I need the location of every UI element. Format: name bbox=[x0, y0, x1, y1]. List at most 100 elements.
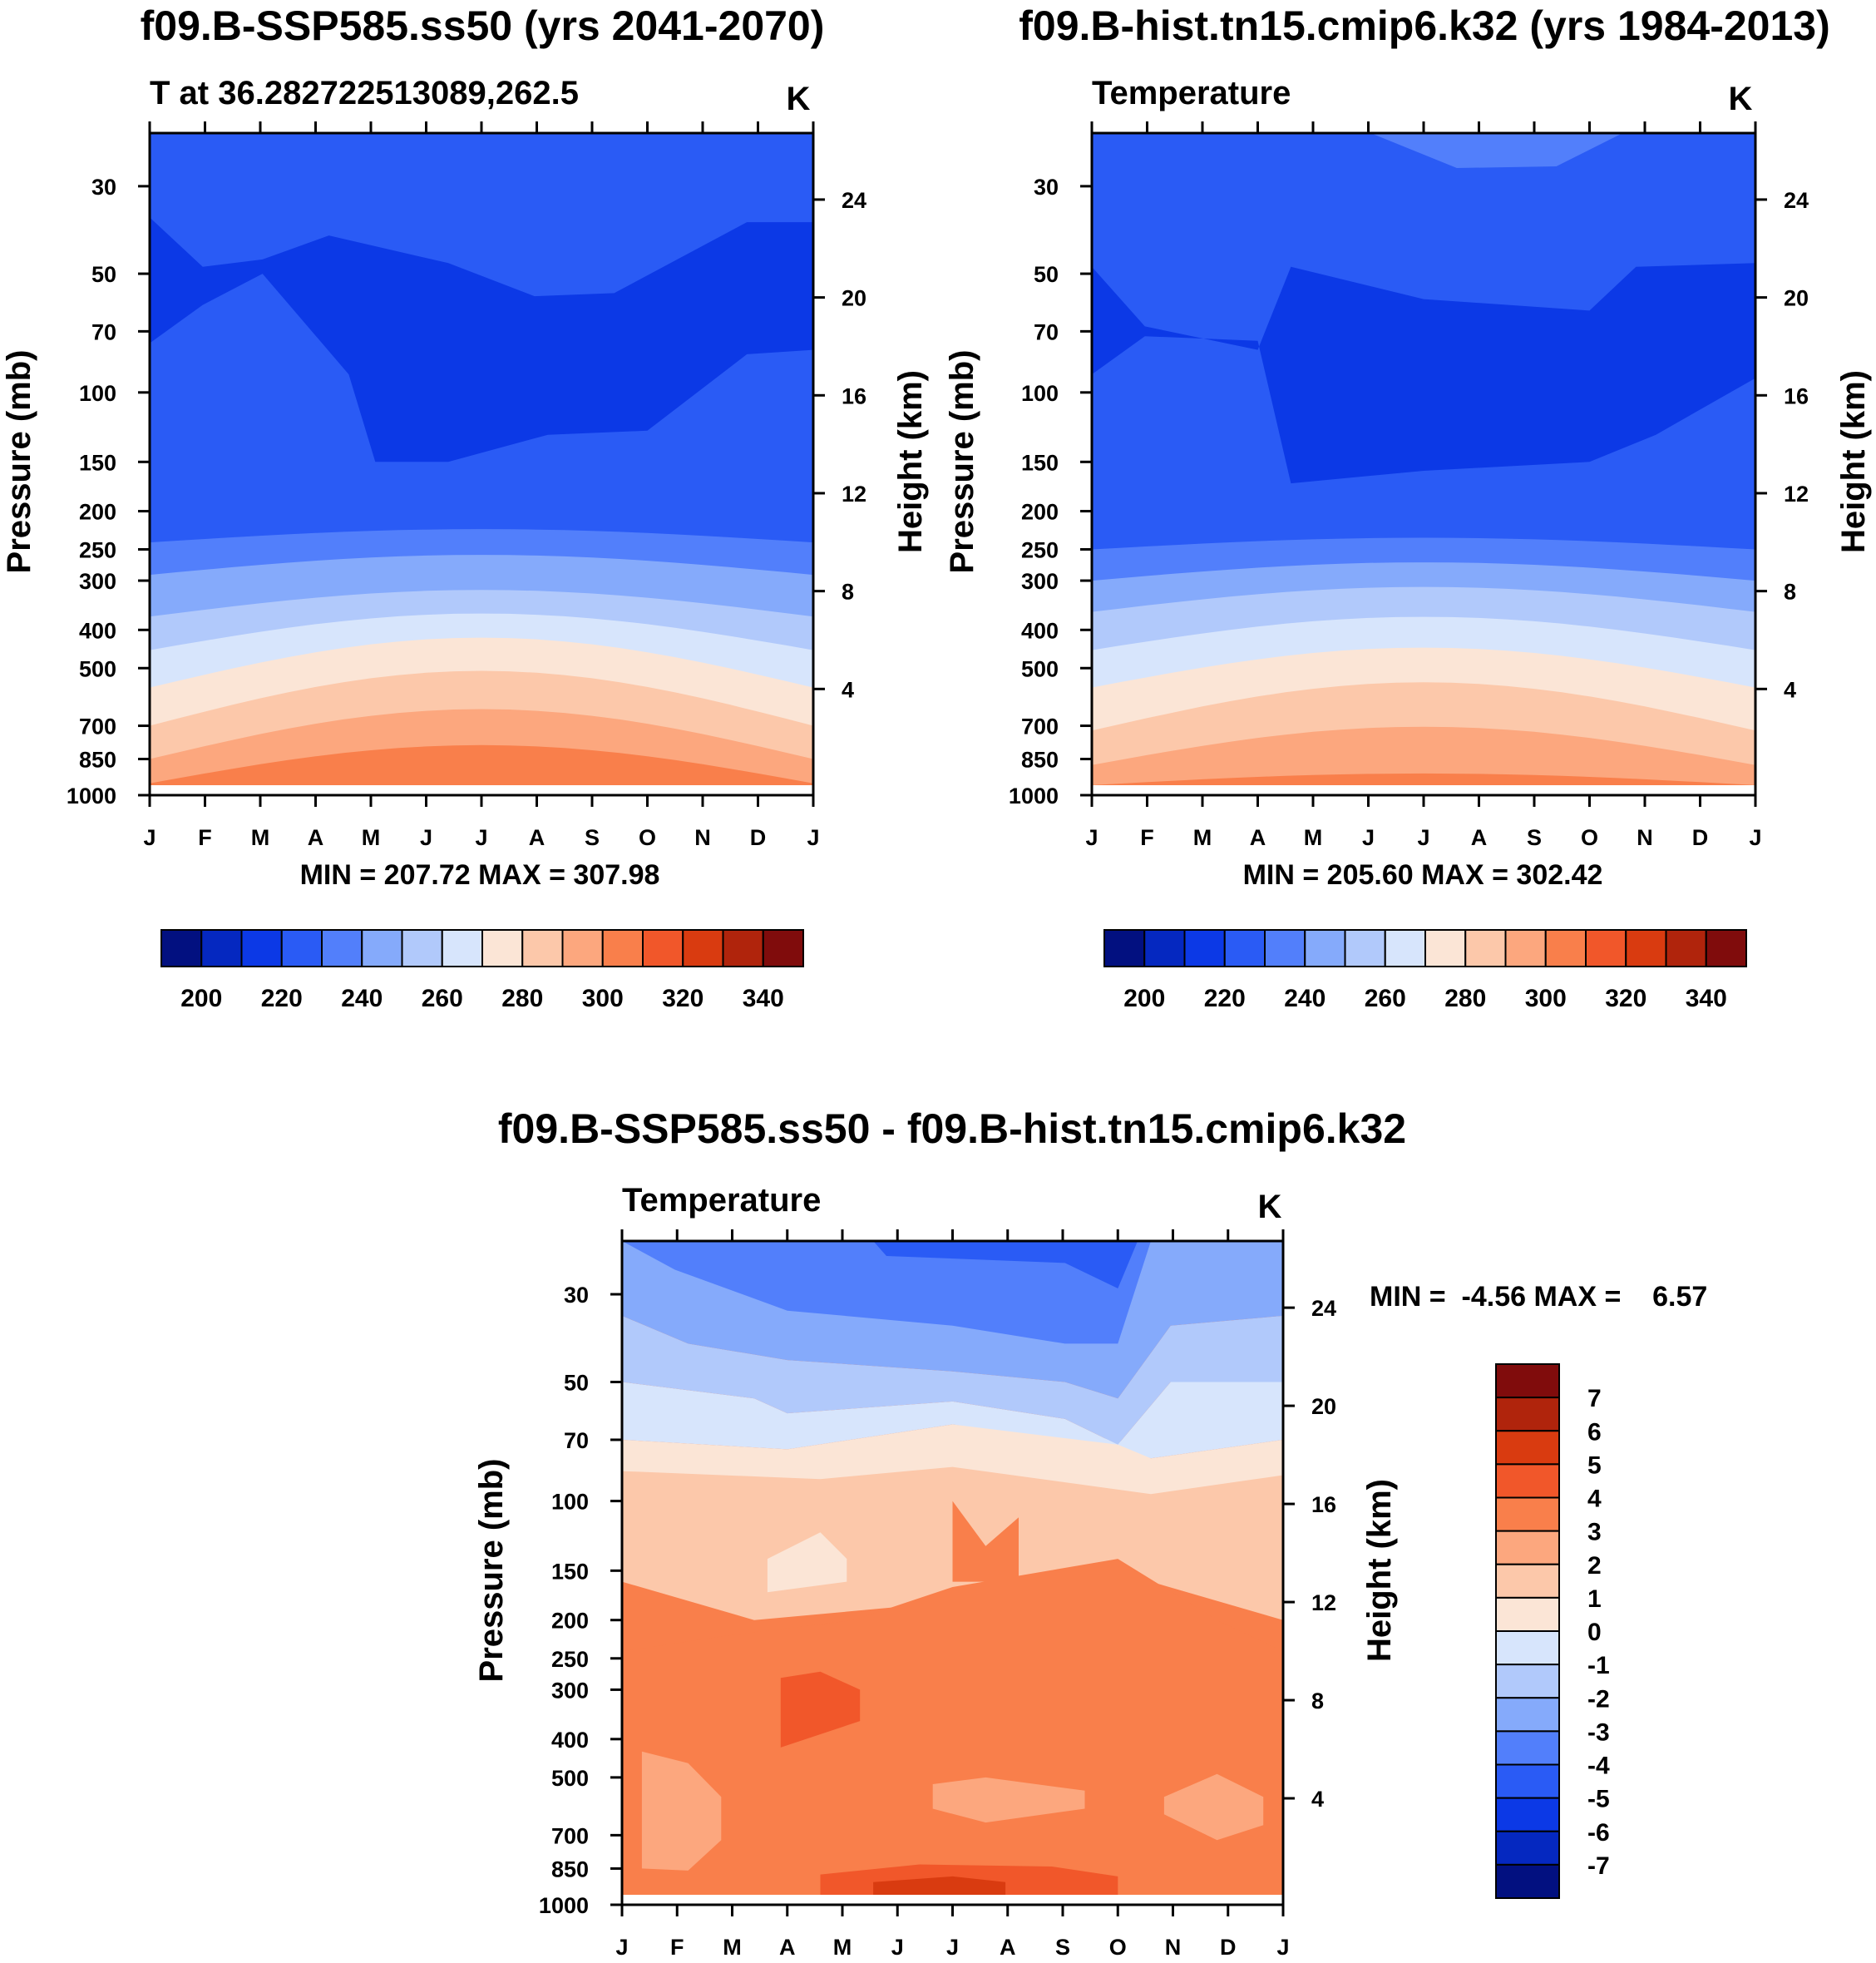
colorbar-swatch bbox=[441, 929, 483, 967]
colorbar-swatch bbox=[642, 929, 684, 967]
contour-fill-300 bbox=[150, 744, 813, 795]
panel1-min-max: MIN = 207.72 MAX = 307.98 bbox=[300, 859, 660, 891]
y-tick-label-right: 4 bbox=[1784, 677, 1796, 702]
colorbar-swatch bbox=[1495, 1530, 1560, 1565]
panel3-title: f09.B-SSP585.ss50 - f09.B-hist.tn15.cmip… bbox=[498, 1105, 1406, 1152]
contour-fill-5 bbox=[780, 1671, 861, 1748]
y-tick-label: 50 bbox=[1034, 262, 1059, 287]
colorbar-swatch bbox=[561, 929, 604, 967]
colorbar-label: 220 bbox=[1204, 985, 1246, 1012]
colorbar-label: 200 bbox=[1123, 985, 1165, 1012]
panel1-y-ticks: 30 50 70 100 150 200 250 300 400 500 700 850 1000 bbox=[67, 175, 150, 808]
below-surface-mask bbox=[622, 1895, 1283, 1905]
colorbar-label: 320 bbox=[662, 985, 704, 1012]
y-tick-label: 400 bbox=[551, 1728, 589, 1753]
panel3-y-ticks: 30 50 70 100 150 200 250 300 400 500 700 850 1000 bbox=[539, 1283, 622, 1918]
colorbar-label: 2 bbox=[1587, 1552, 1602, 1580]
colorbar-label: 200 bbox=[180, 985, 222, 1012]
x-tick-label: S bbox=[1527, 825, 1542, 850]
panel2-y-label: Pressure (mb) bbox=[944, 350, 980, 574]
y-tick-label: 30 bbox=[91, 175, 116, 200]
y-tick-label: 70 bbox=[1034, 319, 1059, 344]
x-tick-label: O bbox=[639, 825, 656, 850]
y-tick-label-right: 20 bbox=[1311, 1394, 1336, 1419]
panel2-y-label-right: Height (km) bbox=[1835, 370, 1872, 553]
contour-fill-2-lens-east bbox=[1163, 1773, 1264, 1841]
colorbar-swatch bbox=[762, 929, 804, 967]
x-tick-label: F bbox=[670, 1935, 684, 1960]
y-tick-label: 50 bbox=[564, 1371, 589, 1396]
colorbar-swatch bbox=[1495, 1863, 1560, 1899]
panel2-plot-area bbox=[1090, 131, 1757, 797]
colorbar-swatch bbox=[1495, 1496, 1560, 1532]
y-tick-label-right: 4 bbox=[1311, 1787, 1324, 1812]
colorbar-swatch bbox=[1495, 1463, 1560, 1499]
y-tick-label: 1000 bbox=[539, 1893, 589, 1918]
colorbar-swatch bbox=[1143, 929, 1186, 967]
x-tick-label: M bbox=[251, 825, 270, 850]
y-tick-label: 200 bbox=[79, 500, 116, 525]
y-tick-label: 1000 bbox=[1009, 784, 1059, 808]
colorbar-swatch bbox=[1495, 1797, 1560, 1832]
colorbar-swatch bbox=[1544, 929, 1587, 967]
colorbar-swatch bbox=[722, 929, 764, 967]
colorbar-label: -2 bbox=[1587, 1685, 1610, 1713]
contour-fill-220-top bbox=[1370, 133, 1623, 168]
panel1-title: f09.B-SSP585.ss50 (yrs 2041-2070) bbox=[141, 2, 825, 49]
below-surface-mask bbox=[1092, 785, 1755, 795]
x-tick-label: J bbox=[1417, 825, 1429, 850]
colorbar-swatch bbox=[1495, 1430, 1560, 1466]
y-tick-label: 500 bbox=[1021, 656, 1059, 681]
panel2-title: f09.B-hist.tn15.cmip6.k32 (yrs 1984-2013… bbox=[1019, 2, 1830, 49]
y-tick-label: 500 bbox=[551, 1766, 589, 1791]
colorbar-label: 240 bbox=[1284, 985, 1326, 1012]
panel3-colorbar: 7 6 5 4 3 2 1 0 -1 -2 -3 -4 -5 -6 -7 bbox=[1495, 1363, 1610, 1899]
colorbar-label: -7 bbox=[1587, 1852, 1610, 1880]
colorbar-swatch bbox=[1264, 929, 1306, 967]
x-tick-label: M bbox=[723, 1935, 742, 1960]
colorbar-label: 5 bbox=[1587, 1451, 1602, 1479]
colorbar-label: 220 bbox=[261, 985, 303, 1012]
y-tick-label-right: 24 bbox=[1311, 1296, 1336, 1321]
colorbar-swatch bbox=[200, 929, 243, 967]
colorbar-swatch bbox=[1665, 929, 1707, 967]
y-tick-label-right: 4 bbox=[842, 677, 854, 702]
colorbar-swatch bbox=[601, 929, 644, 967]
x-tick-label: J bbox=[891, 1935, 904, 1960]
contour-fill-4 bbox=[622, 1559, 1283, 1905]
x-tick-label: J bbox=[1085, 825, 1098, 850]
colorbar-swatch bbox=[1495, 1763, 1560, 1799]
y-tick-label-right: 8 bbox=[1784, 580, 1796, 605]
panel1-units: K bbox=[787, 81, 811, 117]
panel1-plot-area bbox=[148, 131, 815, 797]
x-tick-label: J bbox=[807, 825, 819, 850]
y-tick-label: 500 bbox=[79, 656, 116, 681]
x-tick-label: A bbox=[529, 825, 546, 850]
colorbar-swatch bbox=[521, 929, 564, 967]
colorbar-swatch bbox=[1384, 929, 1426, 967]
colorbar-label: 7 bbox=[1587, 1385, 1602, 1412]
colorbar-swatch bbox=[1344, 929, 1386, 967]
y-tick-label-right: 24 bbox=[842, 188, 866, 213]
colorbar-label: 320 bbox=[1605, 985, 1646, 1012]
panel2-units: K bbox=[1729, 81, 1753, 117]
panel1-y-ticks-right: 24 20 16 12 8 4 bbox=[813, 188, 866, 702]
y-tick-label: 400 bbox=[1021, 618, 1059, 643]
colorbar-swatch bbox=[280, 929, 323, 967]
panel3-plot-area bbox=[620, 1239, 1285, 1906]
colorbar-label: 300 bbox=[582, 985, 624, 1012]
colorbar-swatch bbox=[1495, 1697, 1560, 1733]
colorbar-swatch bbox=[1495, 1630, 1560, 1666]
colorbar-swatch bbox=[1625, 929, 1667, 967]
colorbar-swatch bbox=[401, 929, 443, 967]
y-tick-label: 150 bbox=[1021, 450, 1059, 475]
colorbar-label: 300 bbox=[1525, 985, 1567, 1012]
y-tick-label: 850 bbox=[79, 748, 116, 773]
x-tick-label: A bbox=[1250, 825, 1266, 850]
colorbar-label: 260 bbox=[422, 985, 463, 1012]
contour-fill-2-lens-west bbox=[641, 1751, 722, 1871]
y-tick-label: 100 bbox=[1021, 381, 1059, 406]
colorbar-label: 280 bbox=[501, 985, 543, 1012]
colorbar-swatch bbox=[1495, 1596, 1560, 1632]
